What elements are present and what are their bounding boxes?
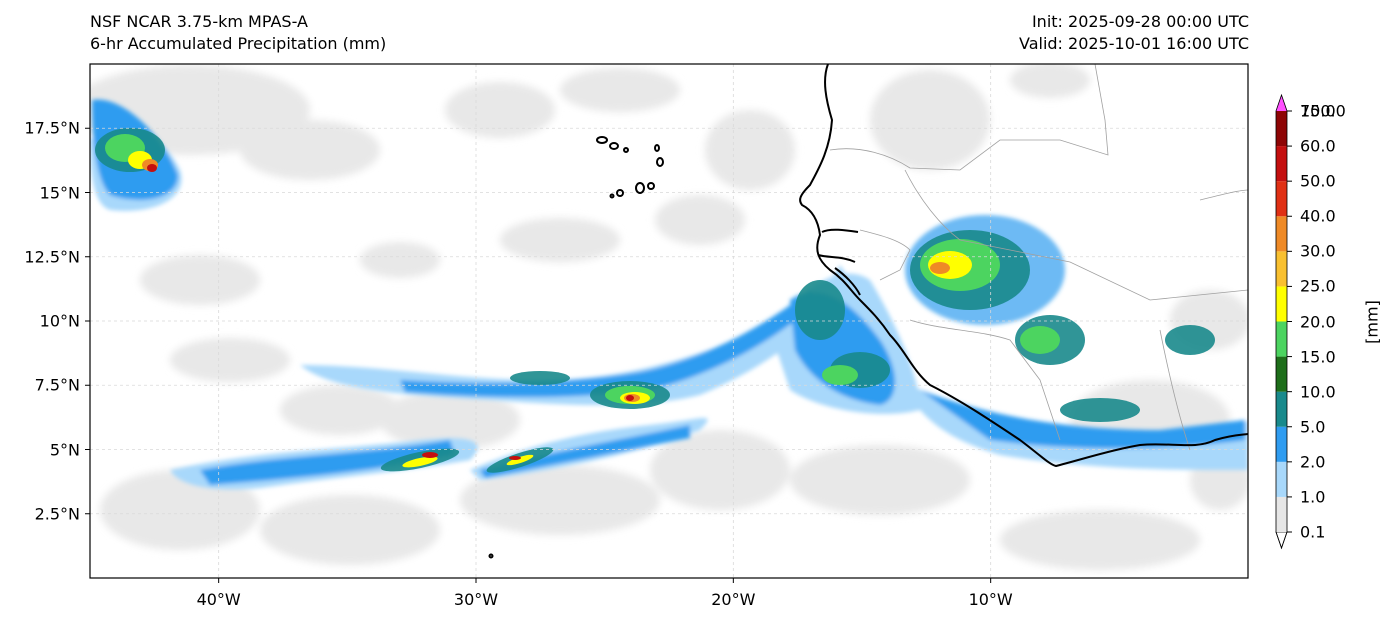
cape-verde-islands	[488, 136, 664, 559]
lon-label: 40°W	[196, 590, 241, 609]
colorbar-label: 30.0	[1300, 241, 1336, 261]
model-name: NSF NCAR 3.75-km MPAS-A	[90, 12, 308, 31]
gridlines	[90, 64, 1248, 578]
init-time: Init: 2025-09-28 00:00 UTC	[1031, 12, 1249, 31]
valid-time: Valid: 2025-10-01 16:00 UTC	[1018, 34, 1249, 53]
colorbar-label: 20.0	[1300, 312, 1336, 331]
colorbar-label: 100.0	[1300, 101, 1346, 121]
lat-label: 5°N	[49, 440, 80, 459]
colorbar-extend-min	[1275, 531, 1288, 550]
country-borders	[829, 64, 1248, 451]
colorbar-label: 15.0	[1300, 347, 1336, 367]
map-area	[90, 64, 1248, 578]
colorbar-label: 25.0	[1300, 276, 1336, 296]
axis-ticks	[85, 127, 992, 583]
lat-label: 7.5°N	[34, 375, 80, 395]
colorbar-segment	[1276, 356, 1287, 392]
lon-label: 10°W	[968, 590, 1013, 609]
colorbar-label: 1.0	[1300, 487, 1326, 507]
colorbar-segment	[1276, 251, 1287, 287]
colorbar-extend-max	[1276, 95, 1287, 111]
colorbar	[1275, 93, 1292, 550]
lat-label: 15°N	[39, 183, 80, 202]
lon-label: 20°W	[711, 590, 756, 609]
lat-label: 2.5°N	[34, 504, 80, 524]
colorbar-segment	[1276, 496, 1287, 532]
colorbar-segment	[1276, 461, 1287, 497]
colorbar-label: 60.0	[1300, 136, 1336, 156]
colorbar-label: 2.0	[1300, 452, 1326, 472]
colorbar-segment	[1276, 321, 1287, 357]
title-left: NSF NCAR 3.75-km MPAS-A 6-hr Accumulated…	[90, 11, 386, 55]
colorbar-segment	[1276, 181, 1287, 217]
colorbar-segment	[1276, 111, 1287, 147]
lon-label: 30°W	[453, 590, 499, 609]
colorbar-segment	[1276, 146, 1287, 182]
lat-label: 12.5°N	[24, 247, 80, 267]
colorbar-units: [mm]	[1362, 300, 1382, 344]
colorbar-label: 40.0	[1300, 206, 1336, 226]
colorbar-label: 5.0	[1300, 417, 1326, 437]
colorbar-label: 50.0	[1300, 171, 1336, 191]
precip-convective-cells	[95, 128, 1215, 473]
colorbar-label: 0.1	[1300, 522, 1326, 542]
colorbar-segment	[1276, 216, 1287, 252]
colorbar-segment	[1276, 426, 1287, 462]
colorbar-label: 10.0	[1300, 382, 1336, 402]
colorbar-label: 75.0	[1300, 101, 1336, 121]
coastlines	[799, 64, 1248, 468]
colorbar-segment	[1276, 286, 1287, 322]
field-name: 6-hr Accumulated Precipitation (mm)	[90, 34, 387, 53]
lat-label: 17.5°N	[24, 118, 80, 138]
title-right: Init: 2025-09-28 00:00 UTC Valid: 2025-1…	[1019, 11, 1249, 55]
lat-label: 10°N	[39, 311, 80, 331]
colorbar-segment	[1276, 391, 1287, 427]
